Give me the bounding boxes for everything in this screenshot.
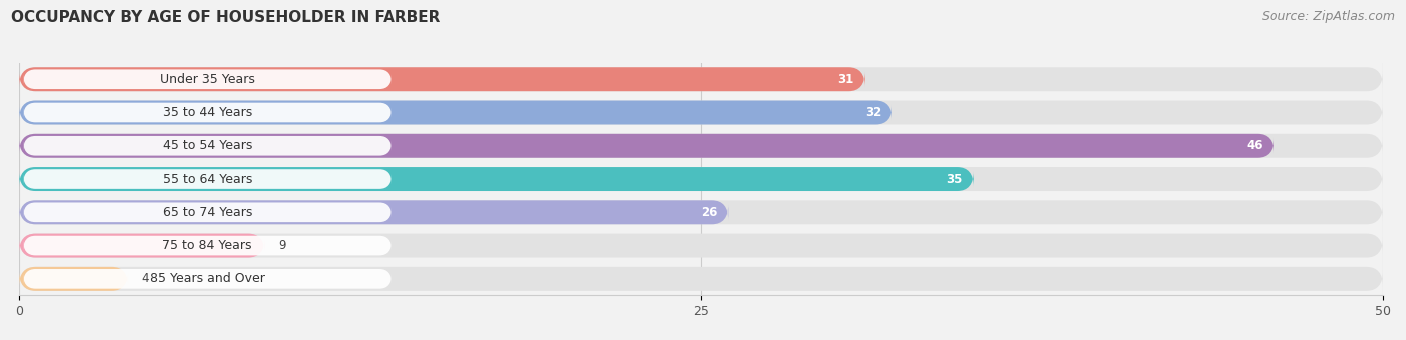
FancyBboxPatch shape [20, 101, 891, 124]
FancyBboxPatch shape [22, 136, 391, 156]
Text: Under 35 Years: Under 35 Years [160, 73, 254, 86]
FancyBboxPatch shape [22, 103, 391, 122]
FancyBboxPatch shape [20, 234, 264, 258]
FancyBboxPatch shape [22, 203, 391, 222]
Text: 46: 46 [1247, 139, 1263, 152]
Text: 9: 9 [278, 239, 285, 252]
FancyBboxPatch shape [20, 67, 1384, 91]
FancyBboxPatch shape [20, 267, 128, 291]
Text: 75 to 84 Years: 75 to 84 Years [163, 239, 252, 252]
Text: 85 Years and Over: 85 Years and Over [150, 272, 264, 285]
Text: 55 to 64 Years: 55 to 64 Years [163, 172, 252, 186]
FancyBboxPatch shape [20, 234, 1384, 258]
FancyBboxPatch shape [22, 169, 391, 189]
Text: 35: 35 [946, 172, 963, 186]
FancyBboxPatch shape [22, 69, 391, 89]
FancyBboxPatch shape [20, 67, 865, 91]
Text: 45 to 54 Years: 45 to 54 Years [163, 139, 252, 152]
Text: 26: 26 [702, 206, 717, 219]
FancyBboxPatch shape [22, 269, 391, 289]
Text: 31: 31 [838, 73, 853, 86]
FancyBboxPatch shape [20, 101, 1384, 124]
Text: Source: ZipAtlas.com: Source: ZipAtlas.com [1261, 10, 1395, 23]
FancyBboxPatch shape [20, 167, 974, 191]
Text: OCCUPANCY BY AGE OF HOUSEHOLDER IN FARBER: OCCUPANCY BY AGE OF HOUSEHOLDER IN FARBE… [11, 10, 440, 25]
FancyBboxPatch shape [20, 200, 728, 224]
Text: 4: 4 [142, 272, 149, 285]
Text: 32: 32 [865, 106, 882, 119]
FancyBboxPatch shape [20, 134, 1384, 158]
FancyBboxPatch shape [20, 167, 1384, 191]
FancyBboxPatch shape [22, 236, 391, 255]
FancyBboxPatch shape [20, 267, 1384, 291]
Text: 65 to 74 Years: 65 to 74 Years [163, 206, 252, 219]
FancyBboxPatch shape [20, 134, 1274, 158]
FancyBboxPatch shape [20, 200, 1384, 224]
Text: 35 to 44 Years: 35 to 44 Years [163, 106, 252, 119]
